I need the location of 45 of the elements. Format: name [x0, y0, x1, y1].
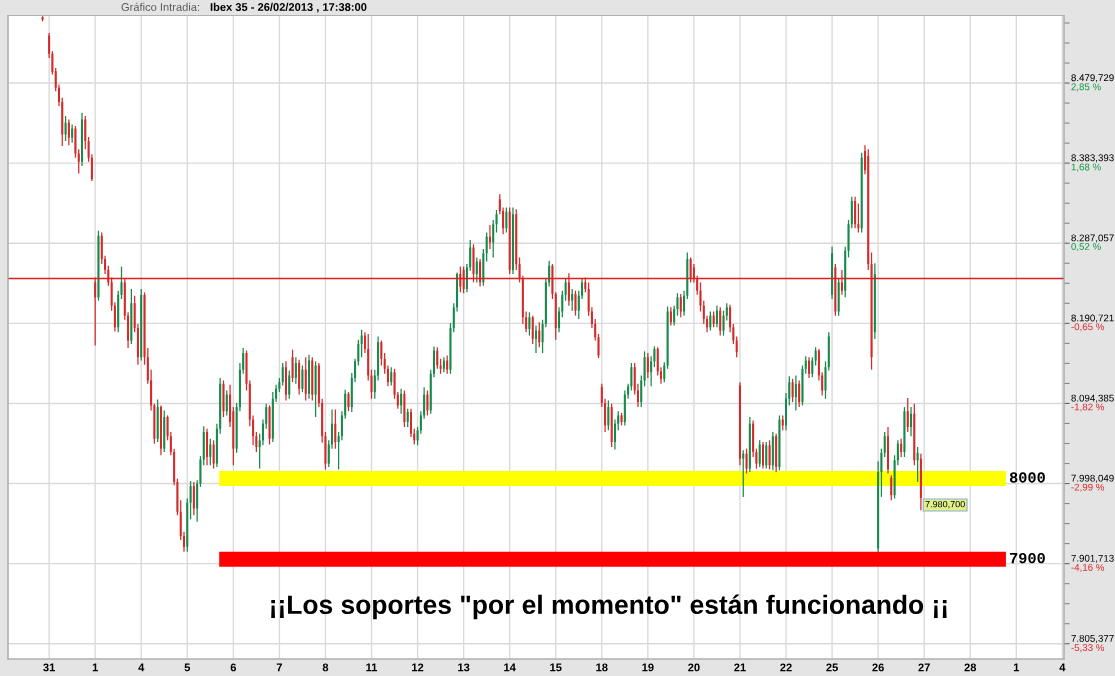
chart-title: Ibex 35 - 26/02/2013 , 17:38:00 [210, 2, 367, 13]
y-tick-label: 7.901,713 [1071, 554, 1114, 563]
y2-tick-label: -0,65 % [1071, 323, 1105, 332]
x-tick-label: 26 [872, 663, 884, 672]
y-tick-label: 8.479,729 [1071, 74, 1114, 83]
y2-tick-label: 0,52 % [1071, 243, 1101, 252]
x-tick-label: 8 [322, 663, 329, 672]
x-tick-label: 27 [918, 663, 930, 672]
x-tick-label: 1 [1013, 663, 1020, 672]
y-tick-label: 7.998,049 [1071, 474, 1114, 483]
x-tick-label: 22 [780, 663, 792, 672]
x-tick-label: 31 [43, 663, 55, 672]
y-tick-label: 8.287,057 [1071, 234, 1114, 243]
x-tick-label: 12 [412, 663, 424, 672]
x-tick-label: 21 [734, 663, 746, 672]
x-tick-label: 14 [504, 663, 516, 672]
x-tick-label: 15 [550, 663, 562, 672]
y-tick-label: 8.094,385 [1071, 394, 1114, 403]
annotation: 7.980,700 [925, 500, 965, 509]
y2-tick-label: -5,33 % [1071, 644, 1105, 653]
y2-tick-label: -1,82 % [1071, 403, 1105, 412]
y2-tick-label: 2,85 % [1071, 83, 1101, 92]
x-tick-label: 11 [366, 663, 378, 672]
y2-tick-label: -4,16 % [1071, 563, 1105, 572]
x-tick-label: 7 [276, 663, 282, 672]
chart-subtitle: Gráfico Intradia: [121, 2, 200, 11]
y-tick-label: 8.383,393 [1071, 154, 1114, 163]
x-tick-label: 5 [184, 663, 191, 672]
x-tick-label: 6 [230, 663, 237, 672]
band-label: 7900 [1010, 552, 1045, 564]
x-tick-label: 13 [458, 663, 470, 672]
y2-tick-label: 1,68 % [1071, 163, 1101, 172]
y2-tick-label: -2,99 % [1071, 483, 1105, 492]
x-tick-label: 25 [826, 663, 838, 672]
x-tick-label: 18 [596, 663, 608, 672]
band-label: 8000 [1009, 472, 1045, 483]
annotation: ¡¡Los soportes "por el momento" están funcionando ¡¡ [271, 594, 947, 620]
x-tick-label: 4 [138, 663, 145, 672]
x-tick-label: 4 [1059, 663, 1066, 672]
x-tick-label: 19 [642, 663, 654, 672]
x-tick-label: 28 [964, 663, 977, 672]
y-tick-label: 7.805,377 [1071, 634, 1114, 643]
x-tick-label: 1 [92, 663, 98, 672]
y-tick-label: 8.190,721 [1071, 314, 1114, 323]
x-tick-label: 20 [688, 663, 700, 672]
